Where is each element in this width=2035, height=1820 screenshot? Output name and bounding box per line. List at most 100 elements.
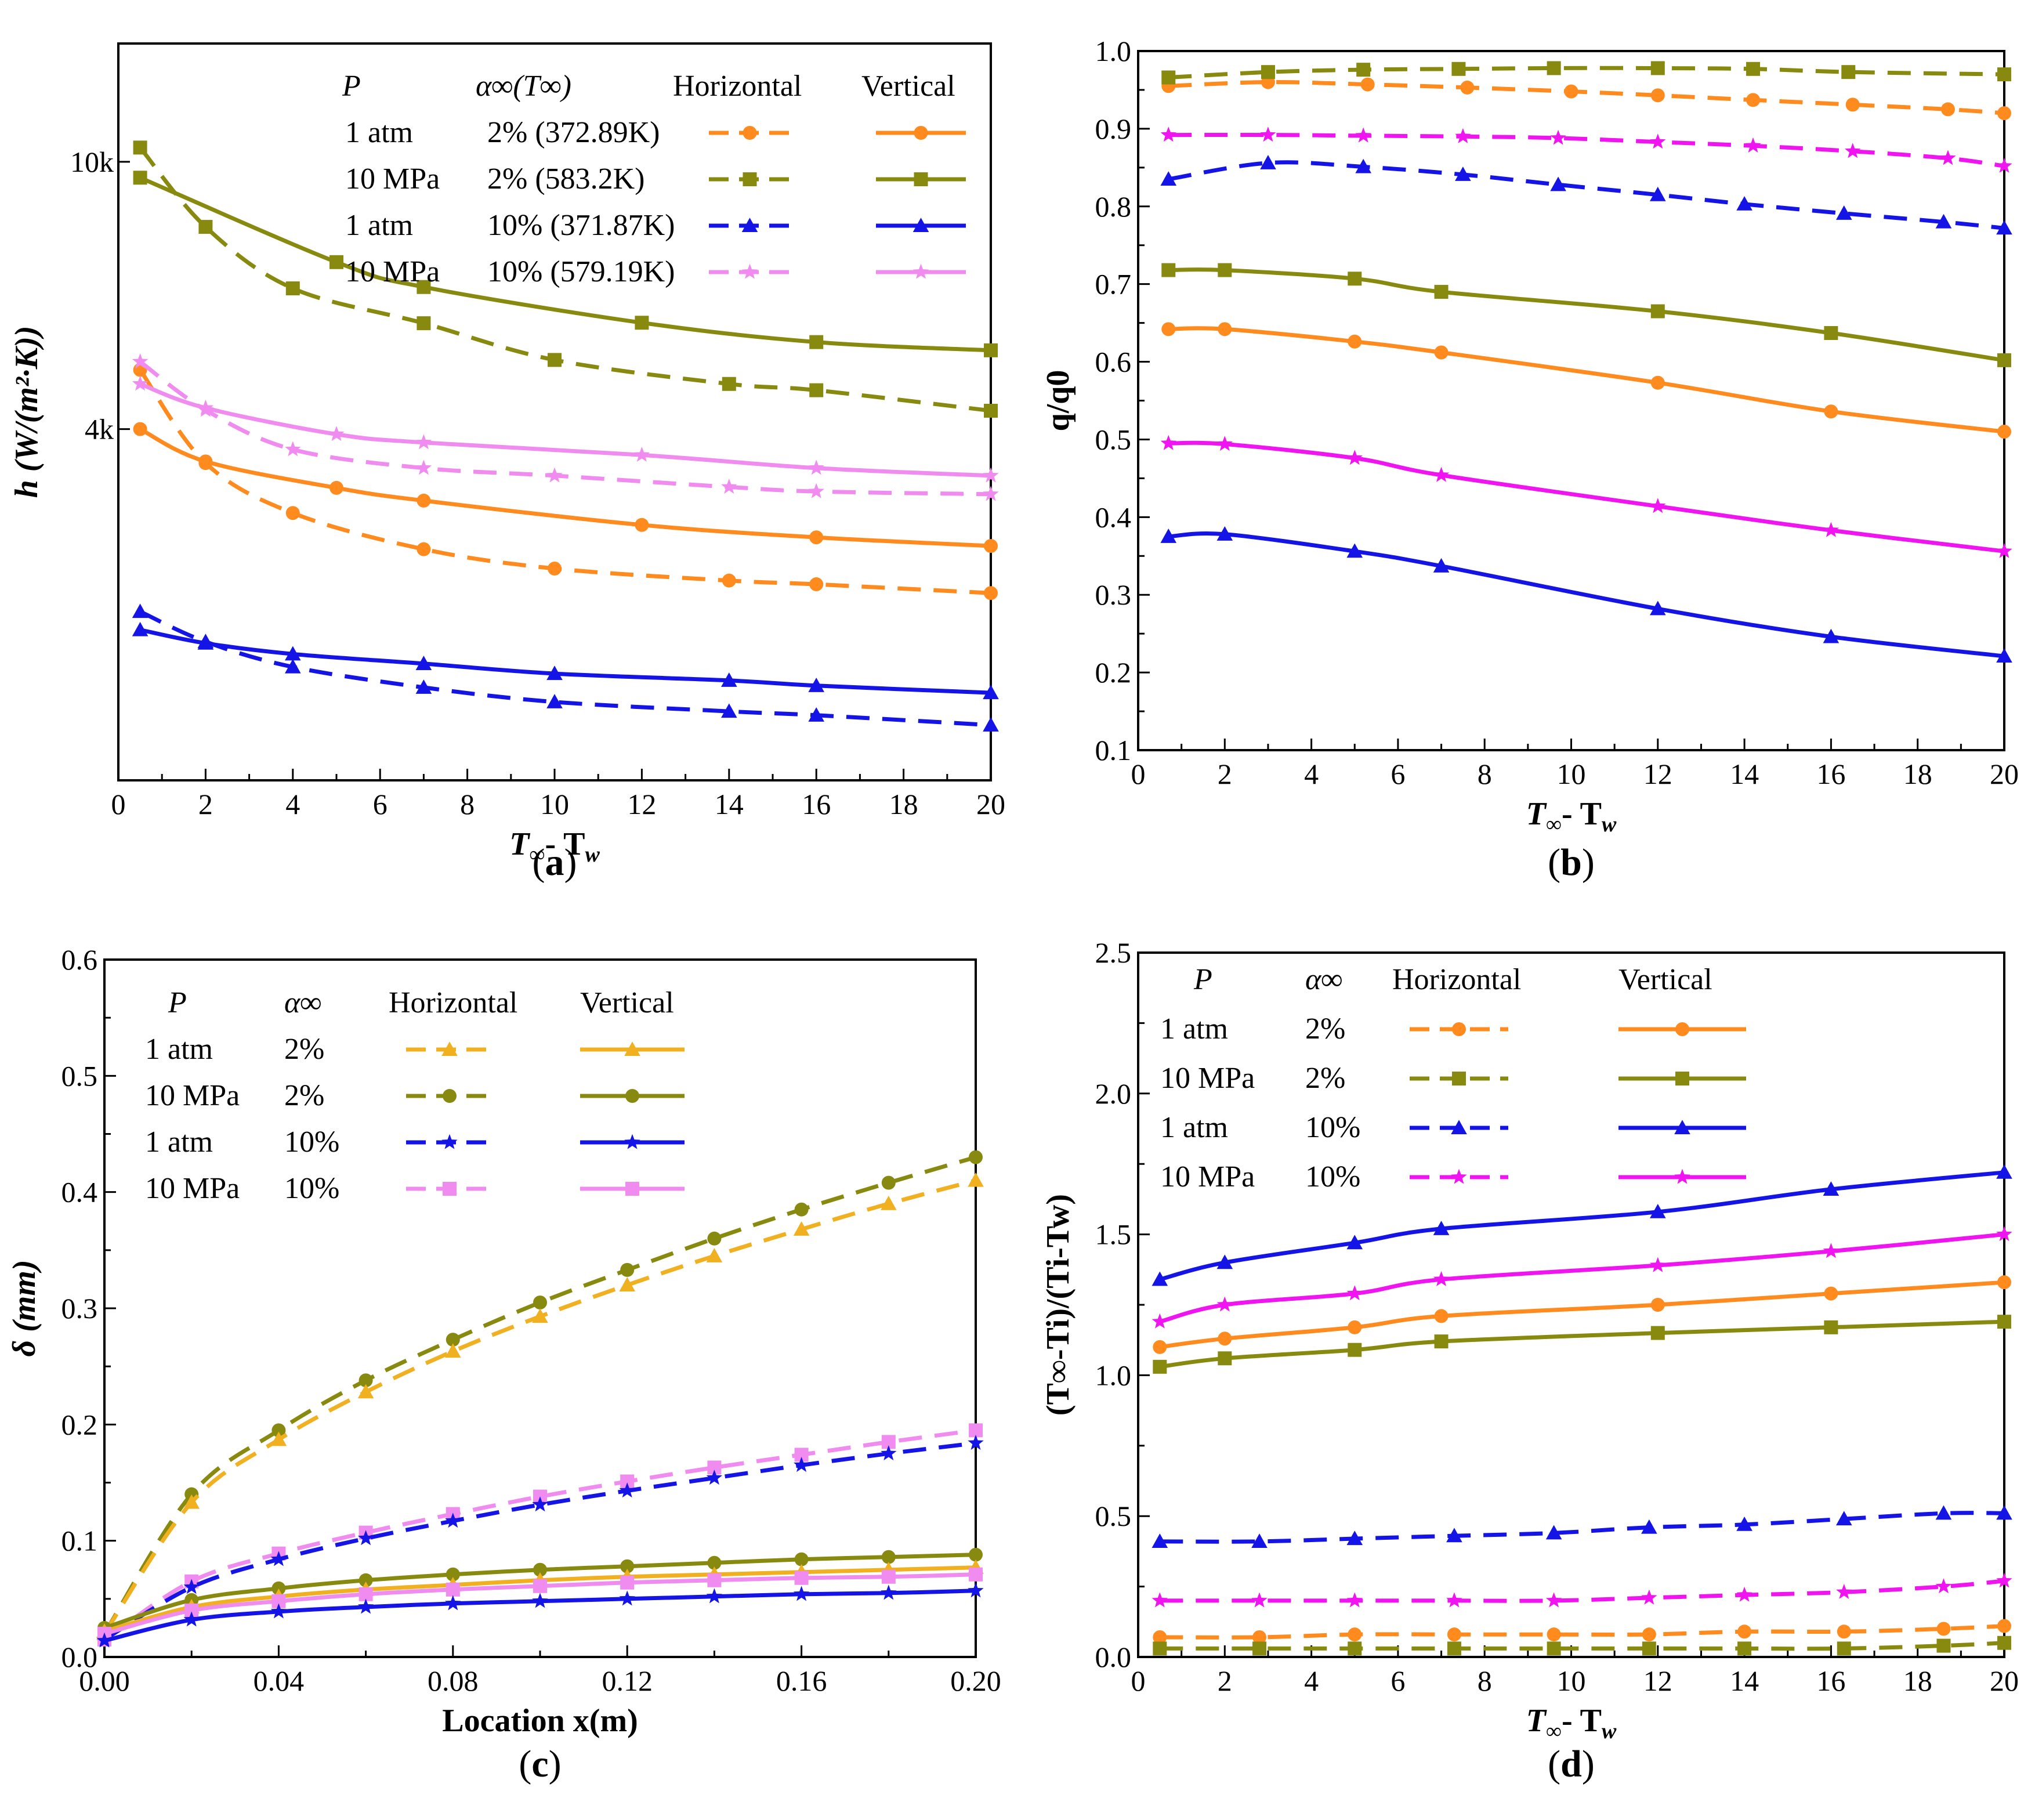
- data-point-marker: [1152, 1313, 1168, 1329]
- legend-header-alpha: α∞(T∞): [476, 70, 571, 103]
- data-point-marker: [1218, 263, 1232, 277]
- data-point-marker: [1260, 126, 1276, 142]
- legend-marker-vertical: [1674, 1168, 1690, 1184]
- data-point-marker: [881, 1569, 896, 1584]
- data-point-marker: [1836, 1583, 1852, 1599]
- legend-marker-vertical: [1675, 1022, 1689, 1036]
- data-point-marker: [285, 658, 301, 674]
- data-point-marker: [1650, 61, 1665, 75]
- data-point-marker: [1936, 1622, 1951, 1636]
- data-point-marker: [1433, 1221, 1450, 1235]
- data-point-marker: [1997, 1636, 2011, 1650]
- legend-marker-vertical: [624, 1041, 640, 1056]
- legend-marker-vertical: [913, 263, 929, 279]
- x-tick-label: 10: [1557, 1665, 1586, 1697]
- series-line: [1168, 160, 2005, 230]
- data-point-marker: [1346, 450, 1363, 465]
- data-point-marker: [1251, 1533, 1268, 1548]
- y-tick-label: 0.9: [1095, 113, 1132, 145]
- data-point-marker: [197, 399, 214, 415]
- data-point-marker: [1823, 522, 1840, 537]
- legend-row-p: 1 atm: [1160, 1111, 1228, 1144]
- chart-panel-c: 0.00 0.04 0.08 0.12 0.16 0.20 0.0 0.1 0.2 0.3 0.4 0…: [6, 943, 1001, 1785]
- data-point-marker: [1550, 176, 1566, 191]
- data-point-marker: [1216, 1296, 1233, 1312]
- legend-header-alpha: α∞: [1305, 963, 1342, 996]
- series-line: [1159, 1280, 2005, 1349]
- data-point-marker: [96, 1632, 113, 1648]
- data-point-marker: [1433, 558, 1450, 573]
- data-point-marker: [1642, 1641, 1656, 1656]
- data-point-marker: [619, 1277, 635, 1291]
- x-tick-label: 0.04: [254, 1665, 305, 1697]
- data-point-marker: [1455, 128, 1471, 143]
- data-point-marker: [706, 1588, 723, 1604]
- series-line: [1160, 1624, 2005, 1640]
- data-point-marker: [1218, 1331, 1232, 1346]
- data-point-marker: [1161, 322, 1176, 336]
- data-point-marker: [132, 621, 149, 636]
- y-tick-label: 0.8: [1095, 190, 1132, 223]
- data-point-marker: [794, 1202, 809, 1217]
- data-point-marker: [1446, 1528, 1462, 1543]
- legend-row-alpha: 2%: [1305, 1062, 1345, 1095]
- x-axis-label: Location x(m): [442, 1703, 638, 1739]
- x-tick-label: 18: [1903, 758, 1932, 790]
- data-point-marker: [633, 446, 650, 462]
- data-point-marker: [1434, 345, 1449, 360]
- x-tick-label: 18: [1903, 1665, 1932, 1697]
- data-point-marker: [1936, 1638, 1951, 1653]
- x-tick-label: 0: [1131, 1665, 1146, 1697]
- data-point-marker: [1261, 65, 1275, 79]
- y-tick-label: 0.3: [1095, 578, 1132, 611]
- series-line: [1160, 1579, 2005, 1603]
- data-point-marker: [133, 140, 147, 155]
- data-point-marker: [1216, 526, 1233, 541]
- data-point-marker: [359, 1373, 373, 1388]
- y-tick-label: 0.1: [1095, 734, 1132, 766]
- legend-row-p: 10 MPa: [1160, 1062, 1255, 1095]
- data-point-marker: [1650, 133, 1666, 149]
- data-point-marker: [1348, 1627, 1362, 1642]
- x-tick-label: 8: [1478, 758, 1492, 790]
- data-point-marker: [359, 1573, 373, 1587]
- data-point-marker: [721, 703, 737, 718]
- series-line: [1168, 531, 2005, 658]
- x-tick-label: 10: [540, 788, 569, 820]
- data-point-marker: [983, 717, 999, 732]
- data-point-marker: [1252, 1630, 1267, 1645]
- legend-marker-horizontal: [743, 126, 757, 140]
- x-axis-label: T∞- Tw: [1526, 796, 1617, 837]
- data-point-marker: [183, 1579, 200, 1594]
- data-point-marker: [546, 665, 563, 681]
- data-point-marker: [1433, 466, 1450, 482]
- legend-row-p: 10 MPa: [1160, 1160, 1255, 1193]
- data-point-marker: [1355, 158, 1371, 173]
- data-point-marker: [1160, 126, 1176, 142]
- data-point-marker: [1160, 529, 1177, 543]
- data-point-marker: [415, 434, 432, 450]
- data-point-marker: [1650, 186, 1666, 201]
- series-line: [1168, 326, 2005, 434]
- series-line: [138, 146, 991, 413]
- data-point-marker: [285, 646, 301, 661]
- data-point-marker: [619, 1482, 635, 1498]
- x-tick-label: 6: [1391, 758, 1405, 790]
- data-point-marker: [1451, 61, 1466, 76]
- legend-marker-vertical: [913, 218, 929, 233]
- data-point-marker: [808, 459, 824, 475]
- series-line: [1168, 267, 2005, 363]
- data-point-marker: [1460, 80, 1475, 95]
- legend-header-vertical: Vertical: [1618, 963, 1712, 996]
- x-tick-label: 16: [1816, 1665, 1845, 1697]
- data-point-marker: [1346, 1285, 1363, 1301]
- legend-row-alpha: 2%: [284, 1079, 324, 1112]
- data-point-marker: [1348, 272, 1362, 286]
- x-tick-label: 0.12: [602, 1665, 653, 1697]
- legend-row-p: 1 atm: [345, 209, 413, 242]
- data-point-marker: [198, 454, 213, 469]
- data-point-marker: [1996, 542, 2012, 558]
- y-tick-label: 4k: [85, 413, 114, 446]
- data-point-marker: [533, 1295, 547, 1309]
